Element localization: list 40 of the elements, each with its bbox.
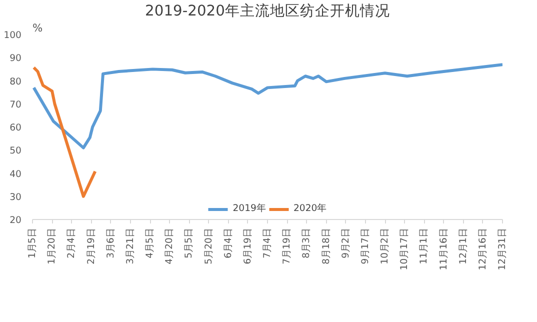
x-tick-label: 11月1日 [418, 228, 430, 264]
x-tick-label: 1月20日 [46, 228, 58, 264]
x-tick-label: 9月17日 [360, 228, 371, 264]
x-tick-label: 6月19日 [242, 228, 254, 264]
x-tick-label: 7月4日 [262, 228, 273, 258]
x-tick-label: 3月21日 [124, 228, 136, 264]
chart-title: 2019-2020年主流地区纺企开机情况 [145, 2, 390, 20]
y-tick-label: 60 [10, 122, 22, 134]
x-tick-label: 11月16日 [438, 228, 450, 270]
y-tick-label: 20 [10, 215, 22, 226]
y-tick-label: 30 [10, 192, 22, 203]
x-tick-label: 12月1日 [458, 228, 469, 264]
x-tick-label: 10月2日 [380, 228, 390, 264]
x-tick-label: 8月3日 [301, 228, 312, 258]
x-tick-label: 5月5日 [184, 228, 195, 258]
x-tick-label: 7月19日 [282, 228, 293, 264]
x-tick-label: 9月2日 [340, 228, 352, 258]
y-tick-label: 100 [4, 30, 22, 41]
y-tick-label: 70 [10, 99, 22, 110]
x-tick-label: 3月6日 [105, 228, 116, 258]
x-tick-label: 1月5日 [27, 228, 38, 258]
x-tick-label: 2月19日 [86, 228, 97, 264]
x-tick-label: 2月4日 [66, 228, 78, 258]
y-tick-label: 80 [10, 76, 22, 88]
legend-label: 2020年 [294, 202, 326, 215]
x-tick-label: 5月20日 [203, 228, 214, 264]
legend-label: 2019年 [232, 202, 266, 215]
line-series [32, 63, 502, 150]
line-series [32, 66, 97, 198]
y-axis-title: % [32, 22, 43, 34]
x-tick-label: 6月4日 [222, 228, 234, 258]
y-tick-label: 90 [10, 53, 22, 64]
x-tick-label: 10月17日 [399, 228, 410, 270]
x-tick-label: 12月16日 [477, 228, 488, 270]
x-tick-label: 4月20日 [164, 228, 176, 264]
x-tick-label: 4月5日 [144, 228, 156, 258]
y-tick-label: 40 [10, 168, 22, 180]
x-tick-label: 8月18日 [320, 228, 332, 264]
x-tick-label: 12月31日 [497, 228, 508, 270]
y-tick-label: 50 [10, 146, 22, 157]
